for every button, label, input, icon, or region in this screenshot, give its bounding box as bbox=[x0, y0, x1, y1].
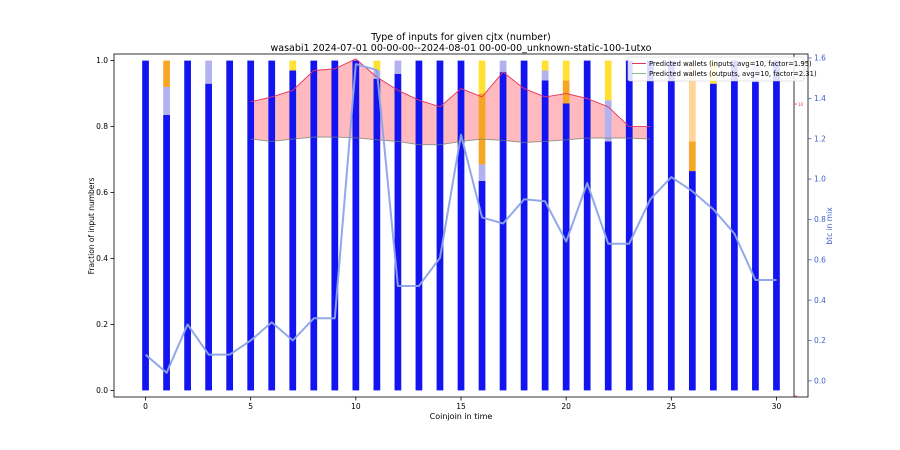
bar-segment-yellow bbox=[562, 60, 570, 81]
bar-segment-fresh bbox=[541, 80, 549, 391]
y2-tick-label: 0.0 bbox=[814, 376, 826, 385]
y2-tick-label: 1.0 bbox=[814, 175, 826, 184]
y-tick-label: 0.2 bbox=[96, 320, 108, 329]
y-tick-label: 0.6 bbox=[96, 188, 108, 197]
x-tick-label: 25 bbox=[667, 402, 677, 411]
bar-segment-orange bbox=[688, 141, 696, 172]
inputs-prediction-line bbox=[250, 58, 651, 128]
bar-segment-remix bbox=[541, 70, 549, 81]
bar-segment-orange bbox=[163, 60, 170, 87]
bar-segment-remix bbox=[163, 86, 170, 116]
bar-segment-fresh bbox=[184, 60, 191, 391]
bar-segment-fresh bbox=[520, 60, 528, 391]
bar-segment-fresh bbox=[583, 60, 591, 391]
bar-segment-yellow bbox=[604, 60, 612, 101]
bar-segment-fresh bbox=[142, 60, 149, 391]
y-axis-label: Fraction of input numbers bbox=[87, 178, 96, 275]
btc-in-mix-line bbox=[144, 63, 777, 374]
bar-segment-fresh bbox=[773, 60, 780, 391]
x-tick-label: 10 bbox=[351, 402, 361, 411]
x-axis-ticks: 0 5 10 15 20 25 30 bbox=[143, 397, 781, 411]
bar-segment-fresh bbox=[625, 60, 633, 391]
y-tick-label: 0.8 bbox=[96, 122, 108, 131]
bar-segment-fresh bbox=[373, 78, 381, 391]
bar-segment-fresh bbox=[646, 60, 654, 391]
y2-tick-label: 0.4 bbox=[814, 296, 826, 305]
bar-segment-fresh bbox=[752, 82, 759, 391]
y-axis-ticks: 0.0 0.2 0.4 0.6 0.8 1.0 bbox=[96, 56, 114, 395]
bar-segment-remix bbox=[205, 60, 212, 84]
x-tick-label: 20 bbox=[561, 402, 571, 411]
y2-tick-label: 0.2 bbox=[814, 336, 826, 345]
bar-segment-remix bbox=[604, 100, 612, 142]
bar-segment-fresh bbox=[604, 141, 612, 391]
x-tick-label: 5 bbox=[248, 402, 253, 411]
bar-segment-fresh bbox=[710, 83, 717, 391]
y3-axis-marks: 10 bbox=[794, 102, 804, 397]
bar-segment-fresh bbox=[163, 115, 170, 391]
y2-tick-label: 1.6 bbox=[814, 54, 826, 63]
chart-title: Type of inputs for given cjtx (number) bbox=[370, 32, 550, 43]
y2-tick-label: 1.2 bbox=[814, 134, 826, 143]
bar-segment-fresh bbox=[457, 60, 465, 391]
bar-segment-orange bbox=[562, 80, 570, 104]
bar-segment-orange bbox=[478, 93, 486, 165]
bar-segment-fresh bbox=[394, 73, 402, 391]
bar-segment-fresh bbox=[205, 83, 212, 391]
x-tick-label: 0 bbox=[143, 402, 148, 411]
y2-tick-label: 0.8 bbox=[814, 215, 826, 224]
bar-segment-yellow bbox=[373, 60, 381, 71]
legend: Predicted wallets (inputs, avg=10, facto… bbox=[627, 56, 817, 82]
bar-segment-fresh bbox=[352, 60, 360, 391]
x-tick-label: 30 bbox=[772, 402, 782, 411]
bar-segment-fresh bbox=[436, 60, 444, 391]
bar-segment-yellow bbox=[289, 60, 297, 71]
bar-segment-remix bbox=[478, 164, 486, 181]
bar-segment-fresh bbox=[562, 103, 570, 391]
bar-segment-fresh bbox=[268, 60, 276, 391]
legend-label-inputs: Predicted wallets (inputs, avg=10, facto… bbox=[649, 60, 812, 68]
bar-segment-remix bbox=[499, 60, 507, 73]
bar-segment-fresh bbox=[731, 60, 738, 391]
y2-tick-label: 1.4 bbox=[814, 94, 826, 103]
y3-tick-label: 10 bbox=[798, 102, 804, 107]
bar-segment-yellow bbox=[478, 60, 486, 94]
legend-label-outputs: Predicted wallets (outputs, avg=10, fact… bbox=[649, 70, 817, 78]
chart-subtitle: wasabi1 2024-07-01 00-00-00--2024-08-01 … bbox=[270, 43, 651, 54]
y-tick-label: 0.4 bbox=[96, 254, 108, 263]
x-axis-label: Coinjoin in time bbox=[430, 412, 493, 421]
bar-segment-light_orange bbox=[688, 60, 696, 142]
bar-segment-fresh bbox=[331, 60, 339, 391]
bar-segment-fresh bbox=[289, 70, 297, 391]
bar-segment-fresh bbox=[667, 60, 675, 391]
bar-segment-fresh bbox=[310, 60, 318, 391]
bar-segment-fresh bbox=[226, 60, 234, 391]
y-tick-label: 0.0 bbox=[96, 386, 108, 395]
x-tick-label: 15 bbox=[456, 402, 466, 411]
bar-segment-fresh bbox=[247, 60, 255, 391]
bar-segment-remix bbox=[394, 60, 402, 74]
y2-axis-label: btc in mix bbox=[825, 207, 834, 245]
bar-segment-fresh bbox=[688, 171, 696, 391]
bar-segment-fresh bbox=[499, 72, 507, 391]
bar-segment-fresh bbox=[415, 60, 423, 391]
bar-segment-fresh bbox=[478, 180, 486, 391]
bar-segment-yellow bbox=[541, 60, 549, 71]
series-lines bbox=[144, 58, 777, 374]
y-tick-label: 1.0 bbox=[96, 56, 108, 65]
y2-axis-ticks: 0.0 0.2 0.4 0.6 0.8 1.0 1.2 1.4 1.6 bbox=[808, 54, 826, 385]
legend-box bbox=[627, 56, 805, 82]
outputs-prediction-line bbox=[250, 136, 651, 146]
y2-tick-label: 0.6 bbox=[814, 255, 826, 264]
stacked-bars bbox=[142, 60, 780, 391]
